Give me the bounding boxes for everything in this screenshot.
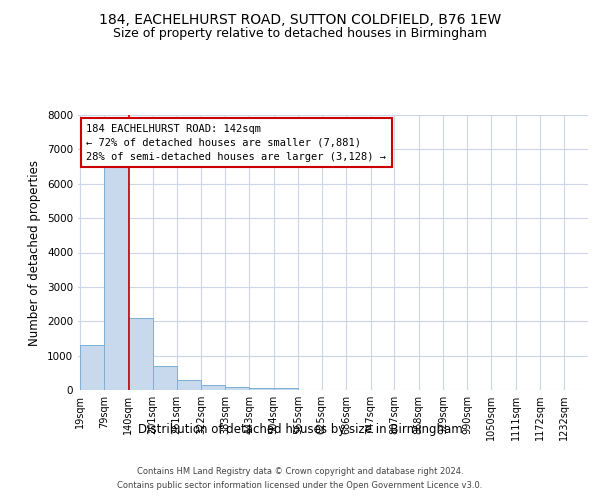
Y-axis label: Number of detached properties: Number of detached properties bbox=[28, 160, 41, 346]
Text: Size of property relative to detached houses in Birmingham: Size of property relative to detached ho… bbox=[113, 28, 487, 40]
Bar bbox=[104, 163, 128, 390]
Text: 184 EACHELHURST ROAD: 142sqm
← 72% of detached houses are smaller (7,881)
28% of: 184 EACHELHURST ROAD: 142sqm ← 72% of de… bbox=[86, 124, 386, 162]
Text: Distribution of detached houses by size in Birmingham: Distribution of detached houses by size … bbox=[137, 422, 463, 436]
Bar bbox=[80, 346, 104, 390]
Bar bbox=[274, 388, 298, 390]
Bar bbox=[152, 366, 176, 390]
Bar bbox=[249, 388, 274, 390]
Text: 184, EACHELHURST ROAD, SUTTON COLDFIELD, B76 1EW: 184, EACHELHURST ROAD, SUTTON COLDFIELD,… bbox=[99, 12, 501, 26]
Bar bbox=[128, 318, 152, 390]
Text: Contains public sector information licensed under the Open Government Licence v3: Contains public sector information licen… bbox=[118, 481, 482, 490]
Bar bbox=[201, 385, 225, 390]
Bar bbox=[225, 386, 249, 390]
Bar bbox=[176, 380, 201, 390]
Text: Contains HM Land Registry data © Crown copyright and database right 2024.: Contains HM Land Registry data © Crown c… bbox=[137, 468, 463, 476]
